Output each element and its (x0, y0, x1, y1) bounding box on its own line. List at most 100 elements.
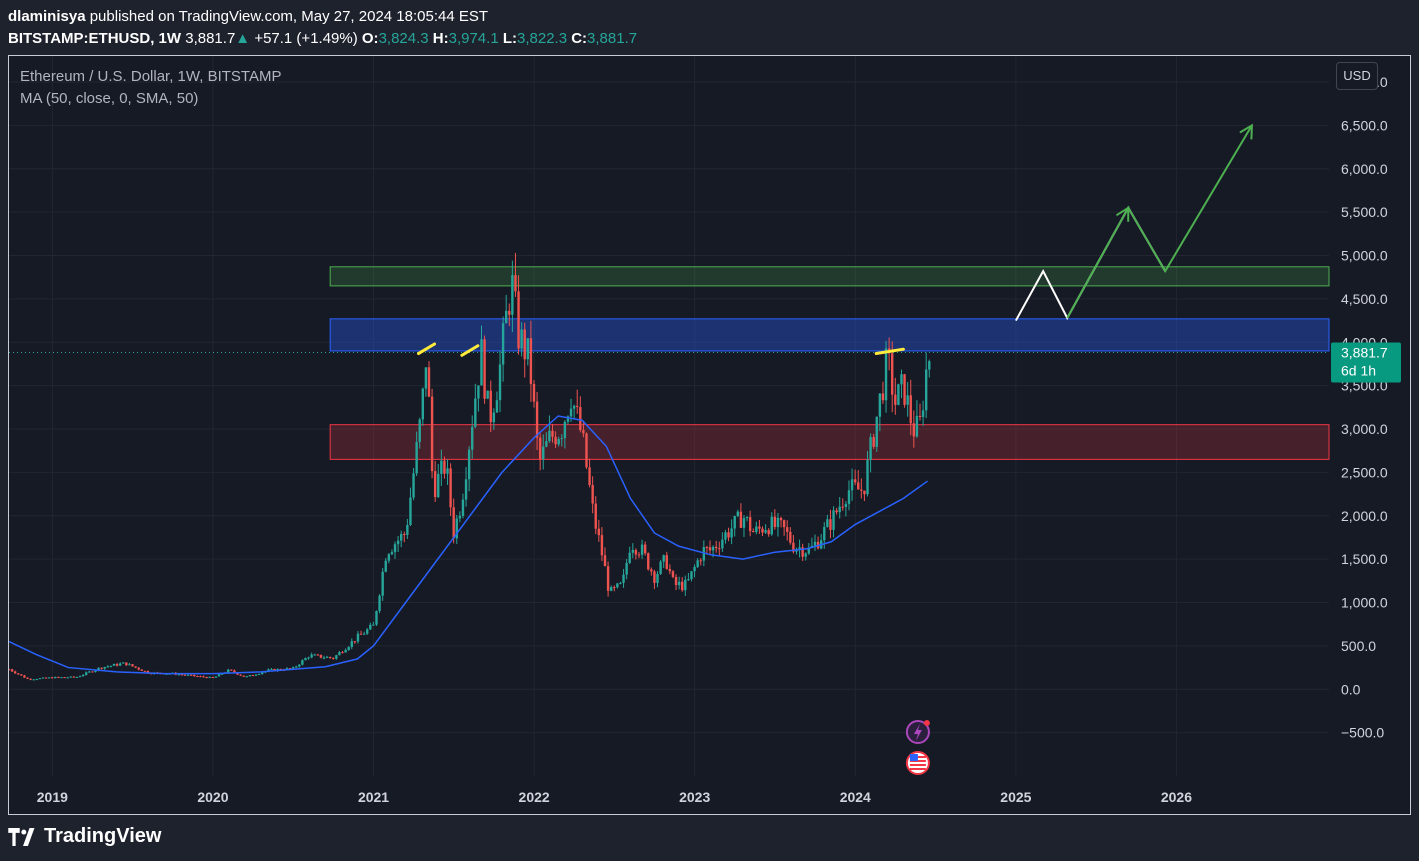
candle (350, 638, 353, 650)
candle (795, 547, 798, 555)
price-axis[interactable]: 7,000.06,500.06,000.05,500.05,000.04,500… (1341, 74, 1388, 741)
candle (548, 415, 551, 443)
candle (489, 380, 492, 432)
candle (853, 469, 857, 486)
zone-green (329, 266, 1330, 287)
candle (372, 621, 375, 626)
candle (656, 571, 659, 588)
candle (520, 322, 523, 357)
candle (579, 396, 582, 433)
candle (529, 320, 533, 402)
candle (245, 675, 248, 678)
y-tick-label: 2,000.0 (1341, 508, 1388, 524)
up-arrow-icon: ▲ (235, 30, 251, 47)
candle (381, 568, 384, 601)
candle (779, 516, 783, 528)
highlight-mark-0 (416, 342, 437, 356)
candle (214, 676, 218, 678)
candle (585, 432, 588, 469)
candle (782, 519, 786, 536)
candle (866, 451, 869, 497)
candle (909, 379, 912, 436)
candle (91, 671, 94, 673)
candle (424, 367, 428, 397)
candle (699, 558, 702, 566)
candle (588, 458, 591, 488)
candle (671, 570, 675, 579)
candle (467, 446, 471, 492)
candle (137, 667, 140, 671)
candle (613, 585, 616, 592)
candle (514, 252, 517, 297)
candle (928, 359, 931, 378)
candle (103, 666, 106, 670)
footer-brand: TradingView (8, 825, 161, 848)
legend-title[interactable]: Ethereum / U.S. Dollar, 1W, BITSTAMP (20, 68, 282, 85)
y-tick-label: 6,500.0 (1341, 117, 1388, 133)
candle (251, 674, 255, 677)
candle (752, 528, 755, 533)
drawings (416, 123, 1253, 357)
candle (835, 507, 838, 515)
candle (921, 400, 925, 426)
candle (375, 610, 378, 626)
candle (609, 585, 613, 592)
candle (446, 459, 449, 485)
candle (75, 676, 79, 678)
candle (628, 546, 631, 565)
price-chart[interactable]: 7,000.06,500.06,000.05,500.05,000.04,500… (9, 56, 1410, 814)
candle (535, 391, 539, 450)
candle (650, 567, 653, 576)
candle (804, 552, 807, 561)
candle (786, 520, 789, 541)
candle (826, 514, 829, 528)
highlight-mark-2 (874, 347, 905, 356)
candle (143, 670, 147, 672)
candle (217, 673, 221, 677)
candle (832, 506, 835, 538)
legend-indicator[interactable]: MA (50, close, 0, SMA, 50) (20, 90, 199, 107)
candle (20, 674, 23, 676)
candle (517, 275, 520, 355)
currency-button[interactable]: USD (1336, 62, 1378, 90)
candle (857, 470, 860, 490)
candle (850, 468, 854, 501)
candle (88, 670, 91, 673)
x-tick-label: 2020 (197, 789, 228, 805)
candle (918, 403, 922, 421)
candle (545, 432, 548, 448)
candle (616, 582, 619, 589)
candle (310, 652, 313, 659)
candle (298, 664, 301, 668)
candle (362, 631, 366, 635)
candle (551, 423, 554, 443)
candle (714, 540, 718, 553)
candle (461, 493, 465, 519)
candle (708, 540, 712, 554)
candle (724, 529, 727, 544)
candle (9, 668, 11, 671)
candle (801, 543, 804, 562)
candle (35, 678, 38, 681)
projection-white-path (1014, 205, 1167, 322)
publisher-name[interactable]: dlaminisya (8, 8, 86, 25)
y-tick-label: 5,500.0 (1341, 204, 1388, 220)
candle (844, 500, 848, 517)
price-tag-bg (1331, 342, 1401, 383)
candle (745, 516, 749, 522)
publish-header: dlaminisya published on TradingView.com,… (8, 6, 637, 50)
candle (316, 653, 320, 656)
candle (625, 558, 628, 580)
low-label: L: (502, 30, 517, 47)
time-axis[interactable]: 2019 2020 2021 2022 2023 2024 2025 2026 (37, 789, 1192, 805)
candle (322, 655, 326, 660)
candle (554, 431, 557, 448)
candle (523, 322, 526, 378)
candle (758, 519, 761, 534)
candle (730, 519, 733, 545)
candle (57, 676, 60, 678)
x-tick-label: 2019 (37, 789, 68, 805)
price-change: +57.1 (+1.49%) (254, 30, 358, 47)
candle (687, 572, 690, 581)
candle (572, 404, 576, 419)
